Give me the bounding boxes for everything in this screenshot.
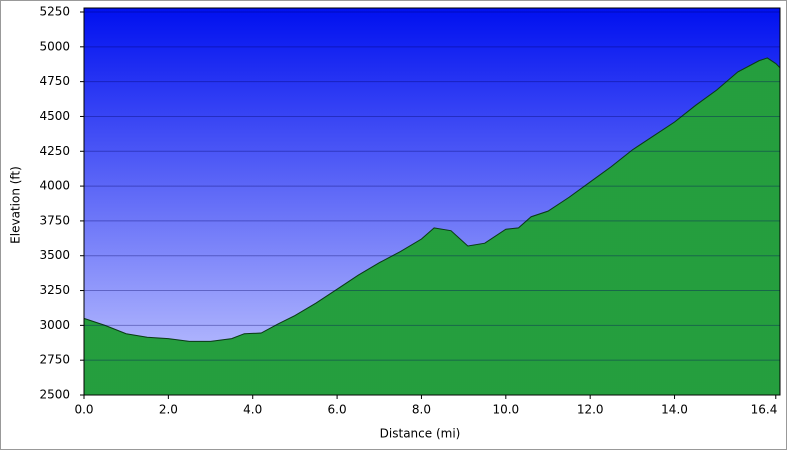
y-axis-label: Elevation (ft) [9,166,23,244]
y-tick-label: 5000 [39,39,70,53]
y-tick-label: 4500 [39,109,70,123]
x-tick-label: 6.0 [328,403,347,417]
y-tick-label: 5250 [39,5,70,19]
y-tick-label: 4000 [39,179,70,193]
area-line [83,57,781,342]
x-tick-label: 10.0 [492,403,519,417]
y-tick-label: 3250 [39,283,70,297]
x-tick-label: 12.0 [577,403,604,417]
x-tick-label: 8.0 [412,403,431,417]
x-axis-label: Distance (mi) [380,427,461,441]
y-tick-label: 2500 [39,388,70,402]
x-tick-label: 14.0 [661,403,688,417]
plot-border [83,7,781,396]
y-tick-label: 4250 [39,144,70,158]
x-tick-label: 0.0 [74,403,93,417]
y-tick-label: 3500 [39,248,70,262]
area-fill [84,57,780,396]
x-tick-label: 2.0 [159,403,178,417]
y-tick-label: 2750 [39,353,70,367]
y-tick-label: 3000 [39,318,70,332]
y-tick-label: 3750 [39,213,70,227]
y-tick-label: 4750 [39,74,70,88]
x-tick-label: 4.0 [243,403,262,417]
x-tick-label: 16.4 [751,403,778,417]
